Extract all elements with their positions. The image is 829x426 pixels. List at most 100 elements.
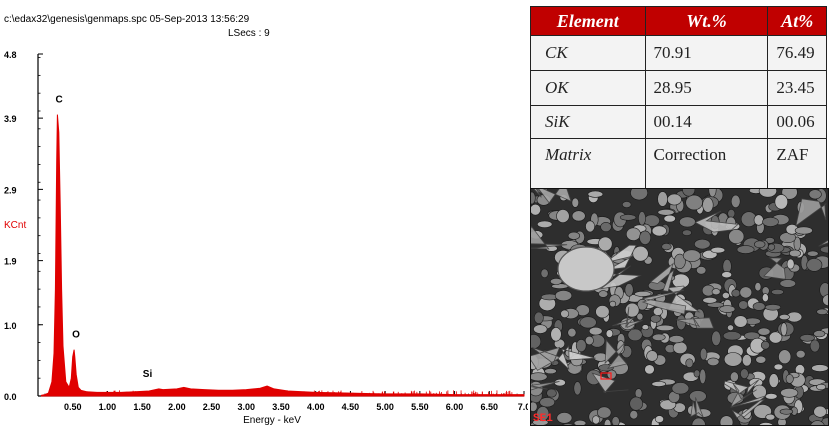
sem-particle [632, 245, 649, 262]
sem-flake [612, 306, 643, 329]
sem-particle [721, 271, 732, 279]
at-cell: 00.06 [767, 105, 827, 139]
sem-particle [575, 339, 587, 353]
sem-particle [624, 283, 634, 297]
sem-selection-box [600, 372, 612, 380]
y-tick-label: 0.0 [4, 392, 17, 402]
table-row: OK 28.95 23.45 [530, 70, 827, 106]
sem-particle [722, 258, 732, 274]
sem-particle [743, 331, 760, 341]
sem-particle [531, 191, 536, 205]
sem-particle [652, 333, 666, 341]
sem-particle [630, 189, 648, 201]
sem-particle [760, 340, 770, 350]
sem-particle [561, 423, 575, 425]
sem-flake [730, 383, 757, 408]
sem-particle [571, 210, 586, 222]
sem-particle [531, 372, 548, 382]
sem-particle [636, 312, 644, 321]
sem-particle [727, 208, 736, 218]
element-cell: OK [530, 70, 646, 106]
sem-particle [813, 405, 827, 418]
sem-particle [682, 249, 701, 262]
sem-particle [771, 289, 785, 296]
sem-particle [729, 371, 739, 383]
x-tick-label: 1.00 [99, 402, 117, 412]
x-tick-label: 5.00 [376, 402, 394, 412]
sem-particle [739, 286, 753, 299]
sem-particle [627, 328, 643, 342]
sem-particle [693, 369, 701, 378]
sem-particle [639, 230, 651, 245]
sem-particle [605, 329, 614, 338]
sem-particle [666, 193, 682, 206]
sem-particle [809, 339, 821, 353]
sem-particle [733, 315, 748, 328]
sem-particle [699, 347, 708, 361]
sem-particle [567, 327, 577, 338]
sem-particle [657, 191, 668, 207]
sem-flake [533, 189, 572, 204]
sem-particle [531, 203, 541, 216]
sem-particle [634, 388, 643, 399]
sem-flake [531, 346, 562, 371]
sem-particle [719, 305, 736, 313]
sem-particle [671, 382, 690, 395]
x-tick-label: 4.00 [307, 402, 325, 412]
sem-particle [579, 316, 597, 329]
sem-particle [668, 335, 685, 344]
sem-particle [753, 214, 764, 226]
sem-particle [786, 258, 795, 270]
table-row: SiK 00.14 00.06 [530, 105, 827, 139]
sem-flake [675, 316, 715, 329]
sem-particle [694, 238, 711, 250]
sem-particle [764, 393, 778, 400]
sem-particle [685, 358, 694, 368]
sem-flake [557, 344, 596, 370]
file-header: c:\edax32\genesis\genmaps.spc 05-Sep-201… [4, 14, 250, 25]
sem-particle [806, 258, 823, 272]
x-tick-label: 5.50 [411, 402, 429, 412]
sem-particle [810, 420, 825, 425]
sem-particle [758, 189, 777, 198]
peak-label: O [72, 330, 80, 341]
y-tick-label: 1.0 [4, 321, 17, 331]
peak-label: C [55, 95, 62, 106]
sem-particle [595, 305, 610, 319]
sem-particle [533, 324, 548, 334]
sem-particle [611, 416, 620, 425]
peak-label: Si [143, 369, 153, 380]
sem-particle [728, 228, 745, 244]
x-tick-label: 6.50 [481, 402, 499, 412]
sem-particle [596, 406, 612, 419]
sem-particle [761, 293, 769, 303]
sem-particle [699, 368, 707, 384]
sem-particle [780, 388, 799, 398]
sem-particle [663, 214, 676, 223]
sem-flake [818, 239, 828, 247]
x-tick-label: 3.00 [238, 402, 256, 412]
sem-particle [573, 381, 582, 396]
sem-particle [598, 290, 609, 298]
sem-flake [641, 289, 687, 315]
sem-particle [765, 413, 776, 421]
sem-flake [531, 225, 568, 250]
sem-particle [556, 209, 570, 223]
sem-flake [531, 380, 560, 391]
spectrum-series [40, 114, 525, 397]
sem-flake [649, 262, 675, 292]
sem-flake [694, 210, 739, 233]
sem-particle [573, 419, 587, 425]
sem-particle [808, 189, 822, 200]
sem-particle [546, 388, 557, 398]
sem-particle [754, 282, 762, 292]
sem-particle [591, 415, 600, 425]
sem-particle [719, 415, 734, 425]
at-cell: 76.49 [767, 35, 827, 71]
sem-particle [531, 401, 538, 412]
sem-particle [650, 314, 661, 323]
sem-particle [822, 294, 828, 306]
sem-image [531, 189, 828, 425]
sem-particle [702, 197, 714, 213]
sem-particle [730, 194, 741, 208]
